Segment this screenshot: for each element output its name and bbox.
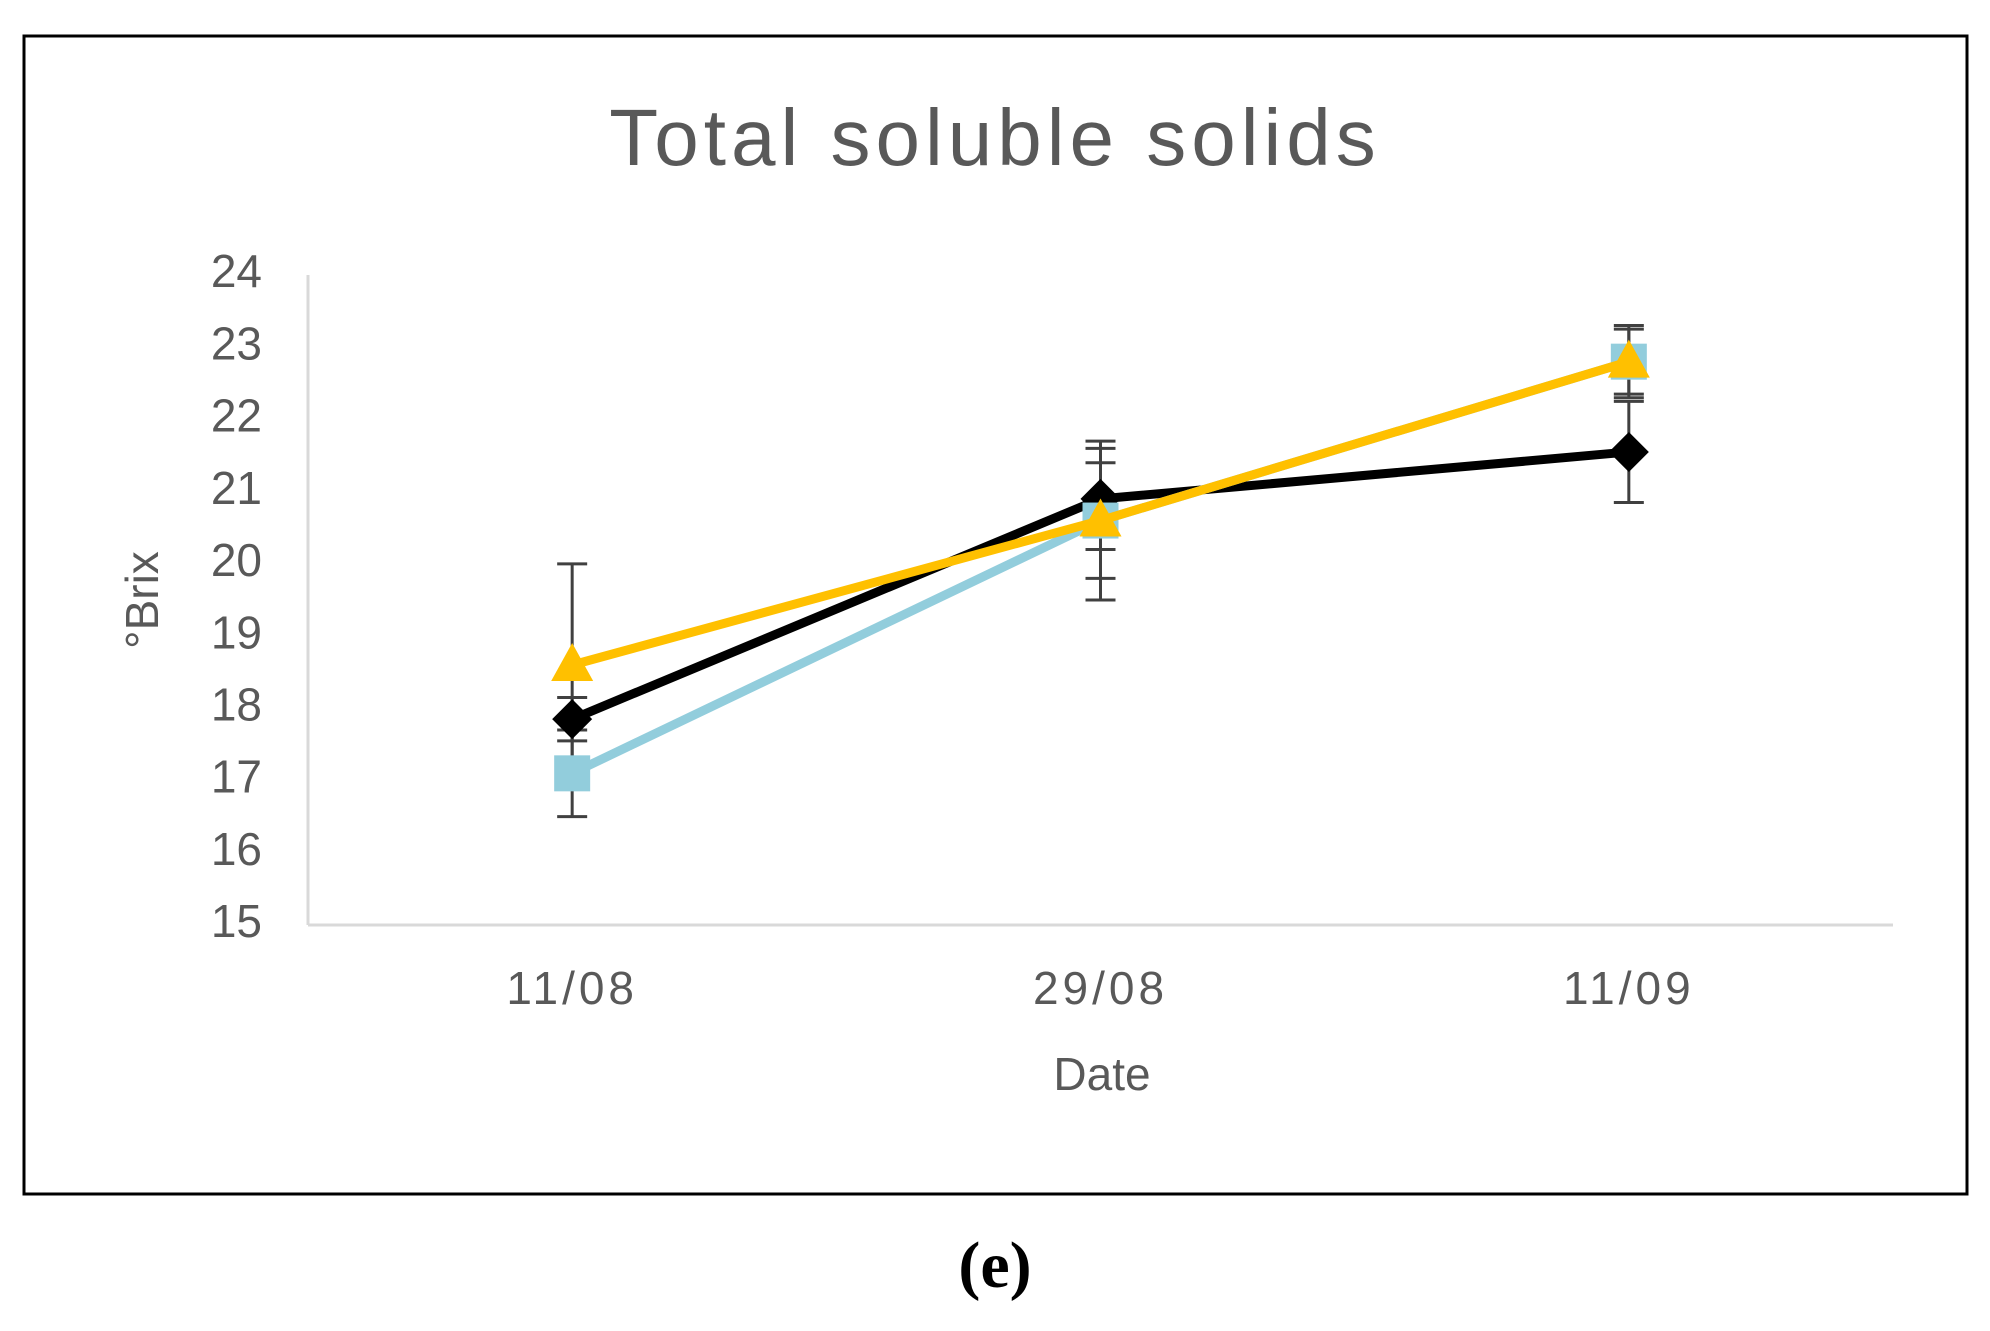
marker: [552, 699, 593, 740]
y-tick-label: 15: [211, 895, 262, 947]
y-tick-label: 20: [211, 534, 262, 586]
y-tick-label: 19: [211, 606, 262, 658]
marker: [551, 643, 594, 681]
x-tick-label: 11/09: [1563, 962, 1695, 1014]
y-tick-label: 17: [211, 751, 262, 803]
y-tick-label: 23: [211, 317, 262, 369]
marker: [1608, 431, 1649, 472]
marker: [554, 755, 591, 792]
chart-title: Total soluble solids: [609, 93, 1380, 182]
y-axis-label: °Brix: [116, 551, 168, 649]
marker: [1607, 339, 1650, 378]
marker: [1079, 498, 1122, 537]
caption: (e): [958, 1229, 1031, 1302]
y-tick-label: 16: [211, 823, 262, 875]
chart-frame: [22, 34, 1969, 1196]
y-tick-label: 22: [211, 390, 262, 442]
y-tick-label: 24: [211, 245, 262, 297]
x-tick-label: 11/08: [506, 962, 638, 1014]
x-axis-label: Date: [1053, 1048, 1150, 1100]
x-tick-label: 29/08: [1033, 962, 1168, 1014]
y-tick-label: 18: [211, 678, 262, 730]
y-tick-label: 21: [211, 462, 262, 514]
